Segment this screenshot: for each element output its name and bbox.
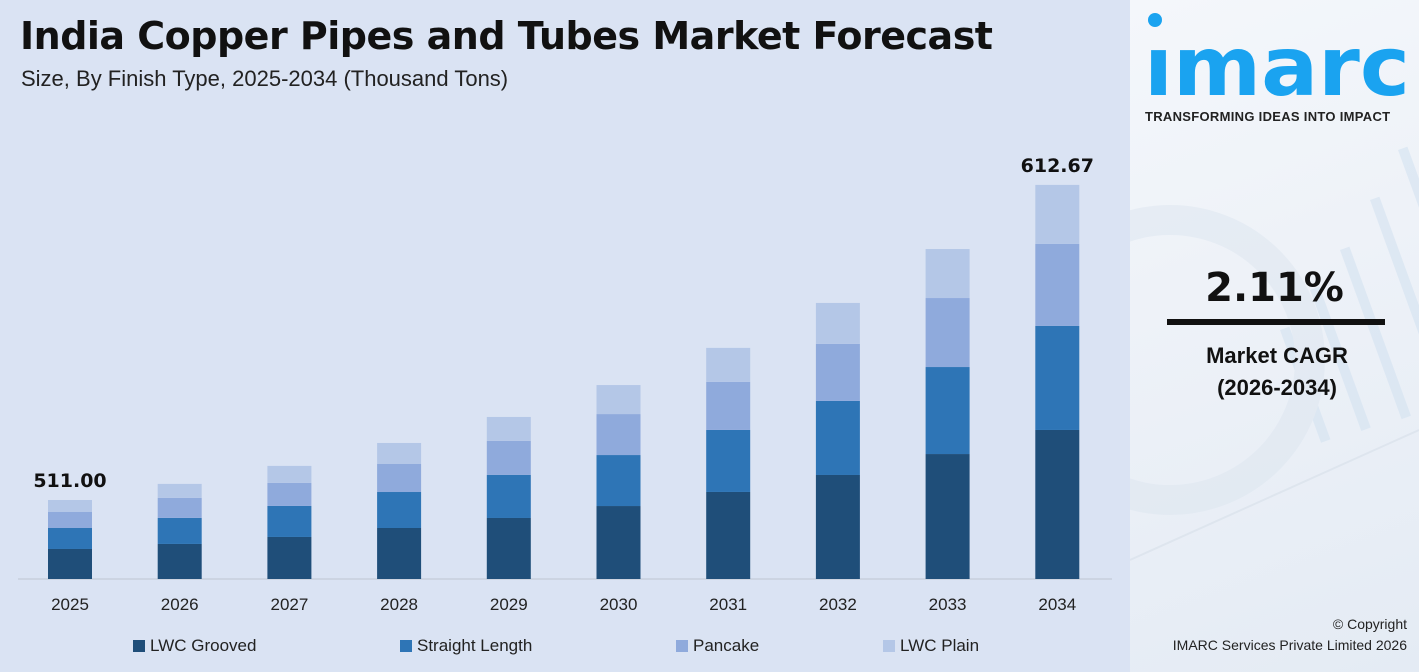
bar-segment-lwc-grooved-2033 [925, 454, 970, 579]
legend-swatch [133, 640, 145, 652]
x-tick-label: 2025 [51, 595, 89, 614]
bar-segment-pancake-2025 [48, 511, 92, 528]
logo-tagline: TRANSFORMING IDEAS INTO IMPACT [1145, 109, 1391, 124]
bars-group [48, 184, 1080, 579]
copyright: © Copyright IMARC Services Private Limit… [1130, 614, 1407, 656]
bar-segment-lwc-grooved-2027 [267, 536, 312, 579]
bar-segment-lwc-plain-2030 [596, 385, 641, 415]
bar-segment-lwc-grooved-2029 [486, 517, 531, 579]
bar-segment-pancake-2029 [486, 440, 531, 475]
bar-segment-straight-length-2032 [815, 400, 860, 475]
legend-label: LWC Grooved [150, 636, 257, 655]
data-label-total-2034: 612.67 [1021, 155, 1094, 177]
bar-segment-straight-length-2028 [377, 492, 422, 529]
stacked-bar-chart: 2025 2026 2027 2028 2029 2030 2031 2032 2033 2034… [18, 155, 1112, 614]
x-tick-label: 2032 [819, 595, 857, 614]
background-chart-graphic [1130, 146, 1419, 561]
bar-segment-lwc-plain-2029 [486, 416, 531, 441]
cagr-value: 2.11% [1205, 265, 1344, 311]
x-tick-label: 2027 [270, 595, 308, 614]
bar-segment-pancake-2026 [157, 497, 202, 518]
chart-panel: India Copper Pipes and Tubes Market Fore… [0, 14, 1130, 658]
bar-segment-lwc-plain-2027 [267, 465, 312, 483]
x-tick-labels: 2025 2026 2027 2028 2029 2030 2031 2032 2033 2034 [51, 595, 1076, 614]
imarc-logo: ımarc [1144, 13, 1410, 100]
legend-label: Pancake [693, 636, 760, 655]
page-subtitle: Size, By Finish Type, 2025-2034 (Thousan… [21, 66, 509, 91]
legend-item-pancake: Pancake [676, 636, 759, 656]
cagr-label: Market CAGR (2026-2034) [1130, 340, 1419, 404]
bar-segment-lwc-grooved-2032 [815, 474, 860, 579]
bar-segment-lwc-grooved-2031 [706, 491, 751, 579]
x-tick-label: 2030 [600, 595, 638, 614]
bar-segment-lwc-plain-2028 [377, 442, 422, 465]
bar-segment-lwc-grooved-2025 [48, 548, 92, 579]
x-tick-label: 2033 [929, 595, 967, 614]
cagr-period: (2026-2034) [1217, 375, 1337, 400]
bar-segment-pancake-2030 [596, 414, 641, 456]
bar-segment-straight-length-2027 [267, 505, 312, 537]
bar-segment-pancake-2027 [267, 482, 312, 506]
page-title: India Copper Pipes and Tubes Market Fore… [20, 14, 993, 58]
bar-segment-lwc-grooved-2026 [157, 543, 202, 579]
bar-segment-straight-length-2029 [486, 474, 531, 518]
bar-segment-pancake-2031 [706, 381, 751, 430]
bar-segment-straight-length-2030 [596, 455, 641, 507]
cagr-label-text: Market CAGR [1206, 343, 1348, 368]
bar-segment-pancake-2033 [925, 298, 970, 368]
bar-segment-lwc-plain-2026 [157, 483, 202, 498]
x-tick-label: 2028 [380, 595, 418, 614]
bar-segment-straight-length-2025 [48, 527, 92, 549]
legend-swatch [400, 640, 412, 652]
bar-segment-pancake-2034 [1035, 243, 1080, 326]
bar-segment-straight-length-2026 [157, 517, 202, 544]
legend-item-straight-length: Straight Length [400, 636, 532, 656]
x-tick-label: 2026 [161, 595, 199, 614]
bar-segment-lwc-plain-2033 [925, 249, 970, 299]
cagr-divider [1167, 319, 1385, 325]
info-panel: ımarc TRANSFORMING IDEAS INTO IMPACT 2.1… [1130, 0, 1419, 672]
bar-segment-straight-length-2034 [1035, 325, 1080, 430]
legend-label: Straight Length [417, 636, 533, 655]
x-tick-label: 2034 [1038, 595, 1076, 614]
legend-swatch [883, 640, 895, 652]
legend-swatch [676, 640, 688, 652]
svg-text:ımarc: ımarc [1144, 20, 1410, 100]
bar-segment-straight-length-2033 [925, 367, 970, 455]
bar-segment-lwc-plain-2025 [48, 499, 92, 512]
bar-segment-lwc-grooved-2030 [596, 506, 641, 579]
legend-item-lwc-grooved: LWC Grooved [133, 636, 256, 656]
x-tick-label: 2029 [490, 595, 528, 614]
bar-segment-lwc-plain-2031 [706, 347, 751, 382]
bar-segment-lwc-grooved-2034 [1035, 429, 1080, 579]
copyright-line-1: © Copyright [1332, 616, 1407, 632]
bar-segment-pancake-2032 [815, 343, 860, 401]
bar-segment-straight-length-2031 [706, 429, 751, 492]
bar-segment-pancake-2028 [377, 464, 422, 493]
bar-segment-lwc-grooved-2028 [377, 528, 422, 579]
copyright-line-2: IMARC Services Private Limited 2026 [1172, 637, 1407, 653]
data-labels: 511.00 612.67 [33, 155, 1094, 492]
bar-segment-lwc-plain-2034 [1035, 184, 1080, 244]
legend-item-lwc-plain: LWC Plain [883, 636, 979, 656]
legend: LWC Grooved Straight Length Pancake LWC Pla… [0, 636, 1130, 658]
x-tick-label: 2031 [709, 595, 747, 614]
bar-segment-lwc-plain-2032 [815, 302, 860, 344]
legend-label: LWC Plain [900, 636, 980, 655]
data-label-total-2025: 511.00 [33, 470, 106, 492]
